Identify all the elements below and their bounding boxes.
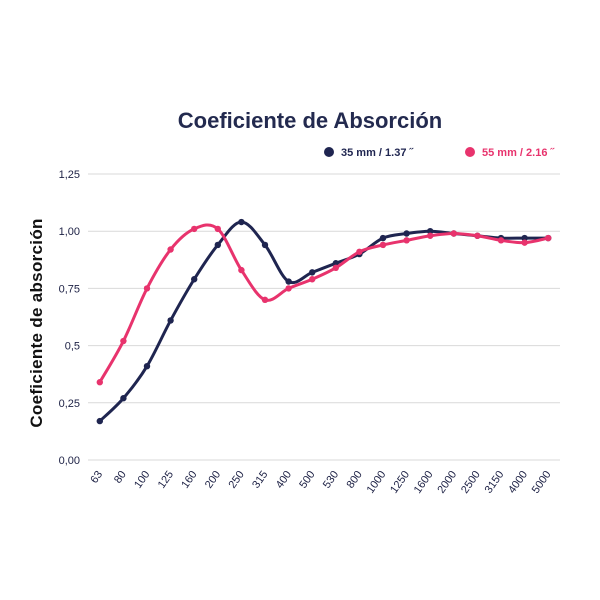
x-tick-label: 125 (156, 469, 176, 491)
data-point (238, 266, 245, 274)
data-point (285, 285, 292, 292)
x-tick-label: 1000 (365, 469, 389, 496)
data-point (120, 337, 127, 345)
data-point (309, 269, 316, 276)
data-point (214, 225, 221, 233)
legend-label: 55 mm / 2.16 ˝ (482, 147, 555, 159)
data-point (167, 246, 174, 253)
data-point (497, 237, 505, 244)
x-tick-label: 2500 (459, 469, 483, 496)
x-tick-label: 4000 (506, 469, 530, 496)
chart-title: Coeficiente de Absorción (178, 108, 442, 133)
data-point (96, 417, 104, 425)
data-point (332, 260, 339, 267)
data-point (403, 230, 410, 237)
x-tick-label: 80 (112, 469, 129, 486)
x-tick-label: 250 (226, 469, 246, 491)
data-point (379, 234, 387, 242)
x-tick-label: 63 (88, 469, 105, 486)
y-tick-label: 1,00 (59, 226, 80, 238)
grid (88, 173, 560, 461)
data-point (309, 276, 316, 283)
series-group (96, 218, 552, 425)
data-point (545, 234, 552, 242)
data-point (403, 237, 410, 244)
data-point (96, 379, 104, 386)
x-tick-label: 400 (274, 469, 294, 491)
data-point (261, 241, 269, 249)
data-point (214, 241, 221, 249)
x-tick-label: 500 (297, 469, 317, 491)
x-tick-labels: 63 80 100 125 160 200 250 315 400 500 530 800 1000 12… (88, 469, 553, 496)
x-tick-label: 5000 (530, 469, 554, 496)
x-tick-label: 2000 (435, 469, 459, 496)
legend-item: 55 mm / 2.16 ˝ (465, 147, 555, 159)
data-point (474, 232, 481, 239)
data-point (427, 228, 434, 235)
legend-item: 35 mm / 1.37 ˝ (324, 147, 414, 159)
x-tick-label: 3150 (483, 469, 507, 496)
x-tick-label: 800 (344, 469, 364, 491)
data-point (143, 285, 151, 292)
legend-marker (465, 147, 475, 157)
data-point (191, 276, 198, 283)
y-tick-labels: 0,00 0,25 0,5 0,75 1,00 1,25 (59, 169, 80, 467)
data-point (261, 296, 269, 304)
data-point (238, 218, 245, 226)
data-point (450, 230, 457, 237)
x-tick-label: 1600 (412, 469, 436, 496)
series-line (98, 223, 550, 384)
data-point (167, 317, 174, 324)
data-point (332, 264, 339, 272)
x-tick-label: 160 (179, 469, 199, 491)
data-point (521, 234, 528, 242)
data-point (356, 248, 363, 255)
series-1 (96, 218, 552, 425)
x-tick-label: 1250 (388, 469, 412, 496)
data-point (191, 225, 198, 233)
y-tick-label: 0,00 (59, 455, 80, 467)
y-tick-label: 1,25 (59, 169, 80, 181)
data-point (427, 232, 434, 239)
x-tick-label: 315 (250, 469, 270, 491)
y-tick-label: 0,25 (59, 398, 80, 410)
series-2 (96, 223, 552, 386)
x-tick-label: 100 (132, 469, 152, 491)
data-point (143, 362, 151, 370)
data-point (285, 278, 292, 285)
y-axis-label: Coeficiente de absorción (27, 218, 46, 427)
x-tick-label: 200 (203, 469, 223, 491)
legend-label: 35 mm / 1.37 ˝ (341, 147, 414, 159)
data-point (379, 241, 387, 249)
legend: 35 mm / 1.37 ˝ 55 mm / 2.16 ˝ (324, 147, 555, 159)
y-tick-label: 0,5 (65, 341, 80, 353)
data-point (120, 395, 127, 402)
y-tick-label: 0,75 (59, 283, 80, 295)
x-tick-label: 530 (321, 469, 341, 491)
data-point (521, 239, 528, 246)
legend-marker (324, 147, 334, 157)
